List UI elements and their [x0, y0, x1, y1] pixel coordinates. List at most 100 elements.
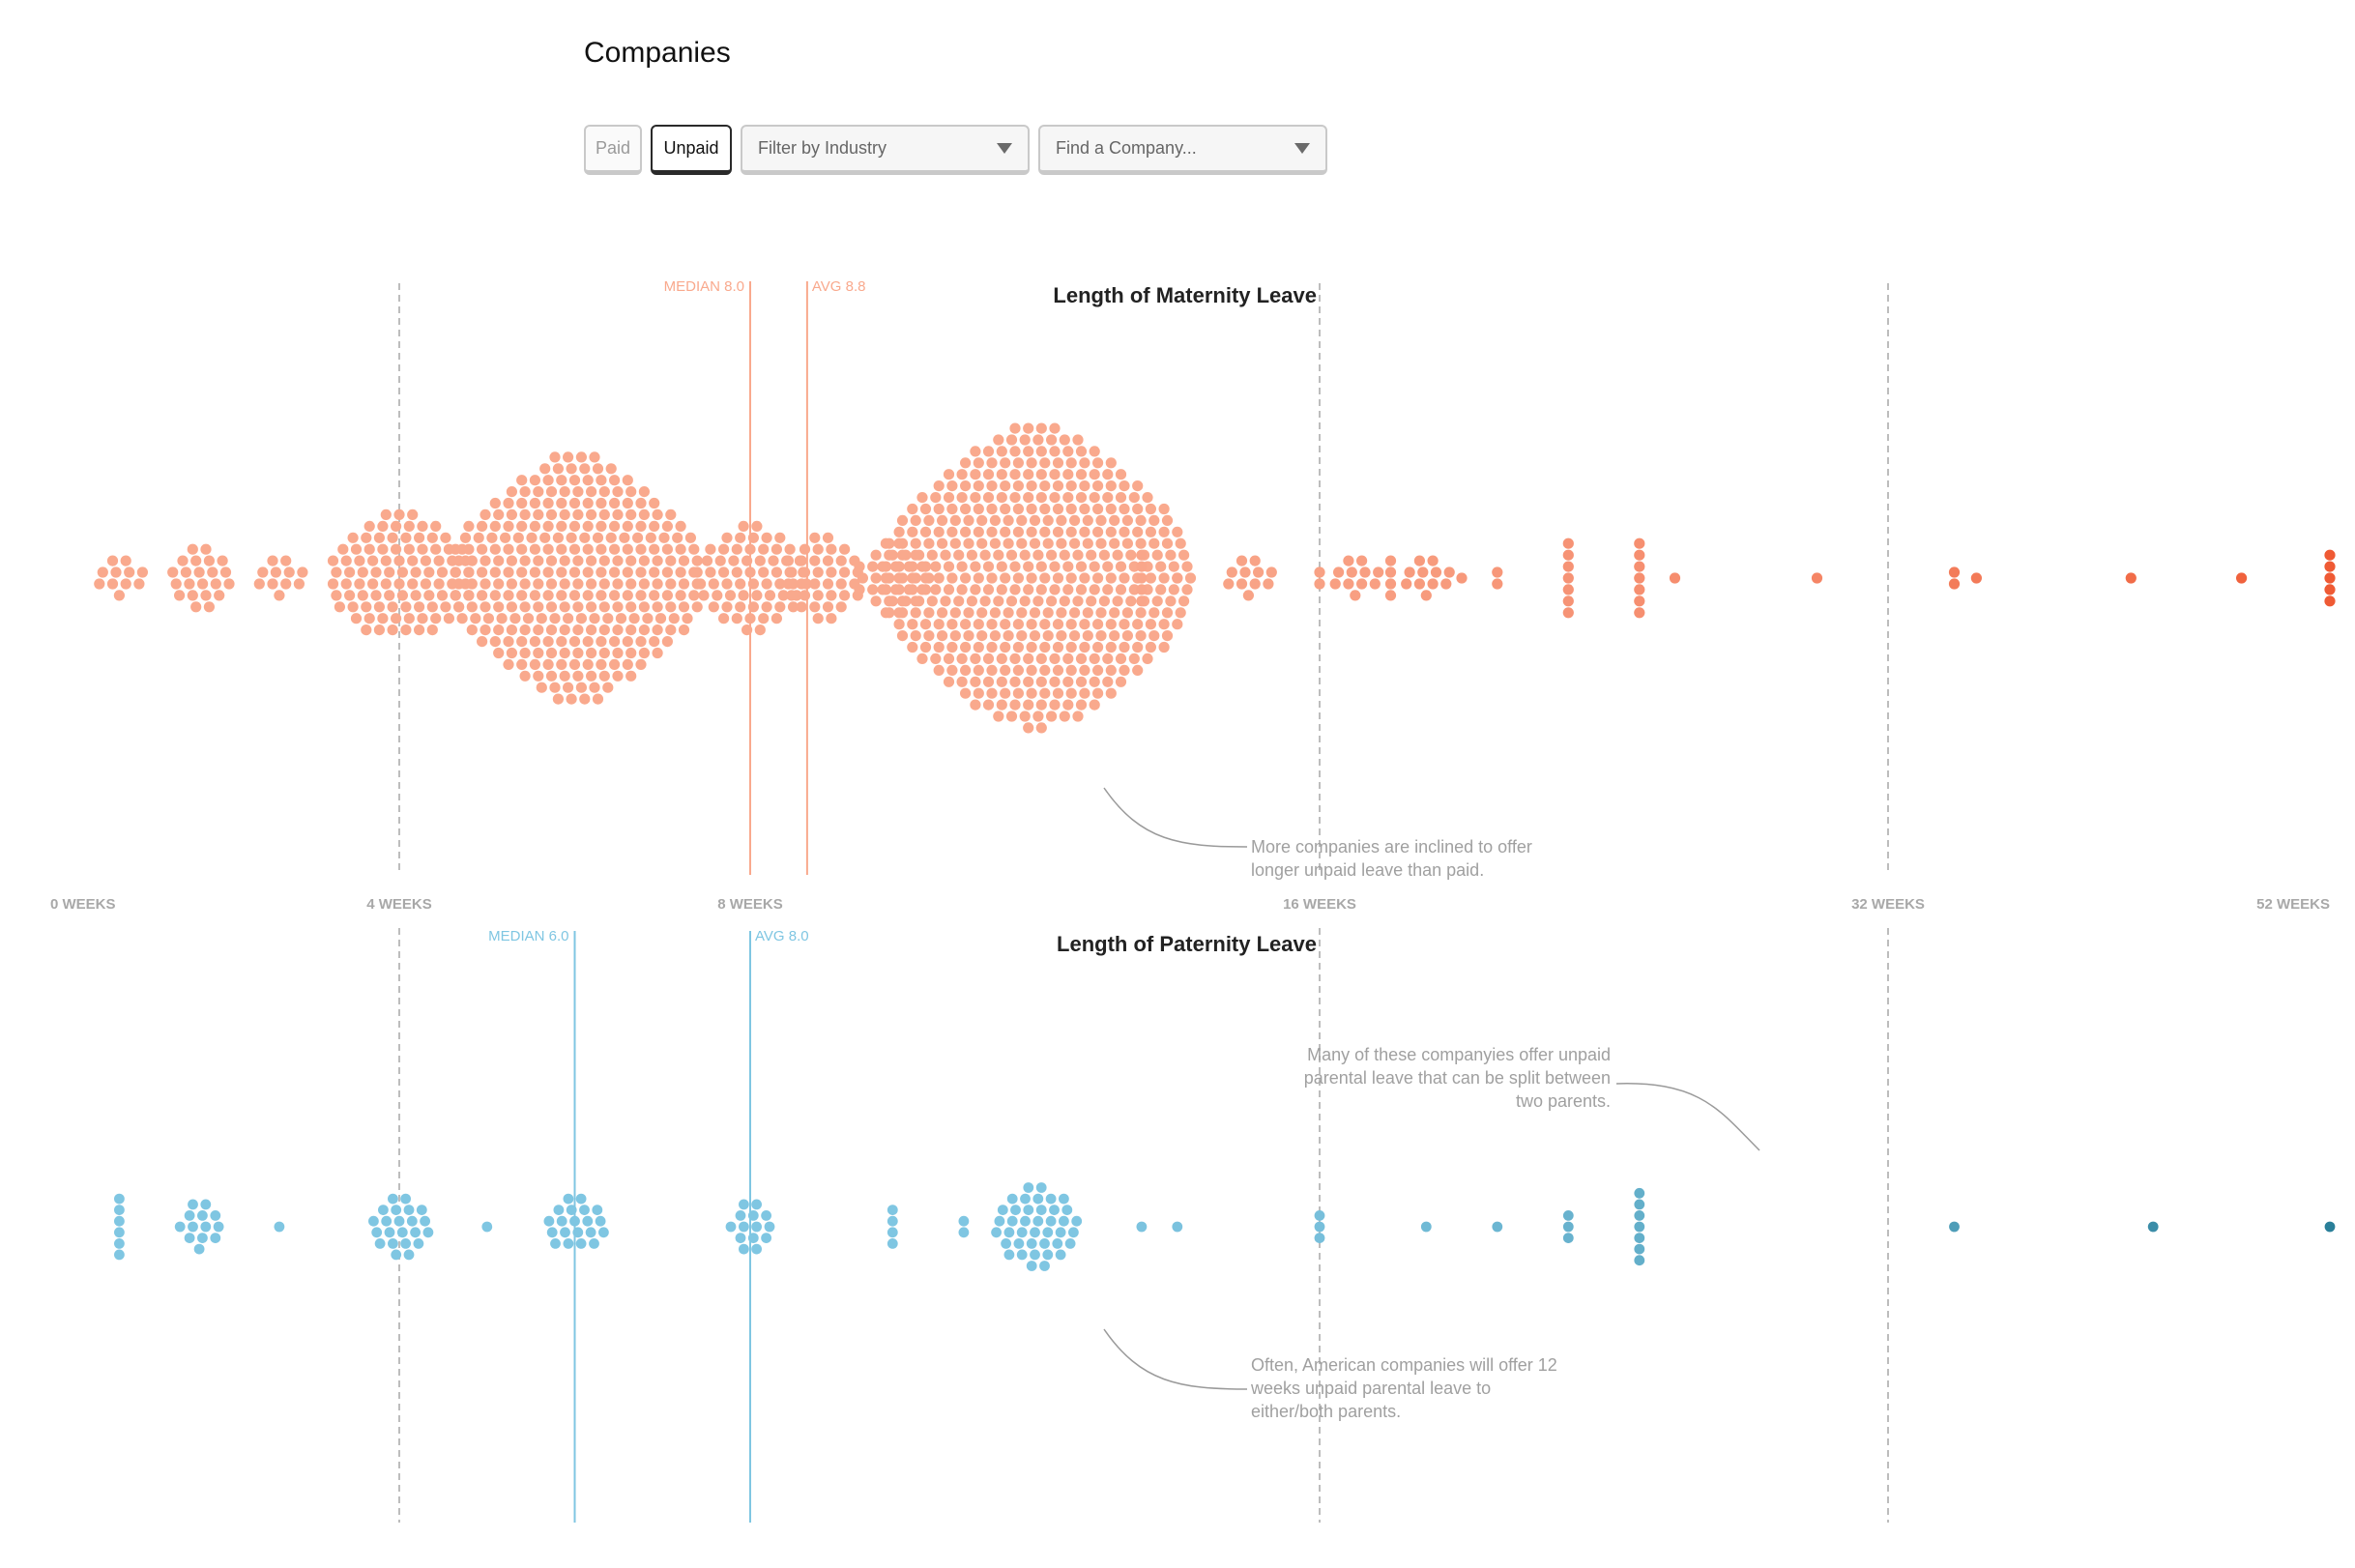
maternity-dot-4w-17 [337, 543, 349, 555]
maternity-dot-12w-116 [1095, 514, 1107, 527]
maternity-dot-6w-254 [635, 636, 647, 648]
maternity-dot-12w-149 [949, 537, 961, 549]
maternity-dot-12w-381 [1049, 653, 1061, 665]
unpaid-toggle-button[interactable]: Unpaid [651, 125, 732, 175]
maternity-dot-6w-49 [559, 508, 570, 521]
maternity-dot-6w-174 [516, 590, 528, 601]
maternity-dot-6w-177 [556, 590, 567, 601]
paternity-annotation-12-weeks-line-1: Often, American companies will offer 12 [1251, 1355, 1557, 1375]
maternity-dot-12w-5 [1005, 434, 1018, 446]
maternity-dot-1.5w-11 [170, 578, 182, 590]
maternity-dot-12w-78 [1115, 491, 1127, 504]
maternity-dot-12w-269 [979, 595, 991, 607]
maternity-dot-12w-130 [1000, 526, 1011, 537]
maternity-dot-6w-75 [459, 532, 472, 543]
maternity-dot-12w-95 [1092, 503, 1104, 515]
industry-filter-dropdown[interactable]: Filter by Industry [741, 125, 1030, 175]
paternity-chart-title: Length of Paternity Leave [1057, 932, 1317, 956]
maternity-dot-6w-137 [529, 566, 541, 578]
maternity-dot-12w-63 [916, 491, 928, 504]
maternity-dot-10w-24 [870, 595, 882, 607]
maternity-dot-23w-1 [1562, 549, 1574, 561]
maternity-dot-8w-55 [718, 613, 730, 624]
maternity-dot-8w-18 [754, 555, 766, 566]
maternity-dot-4w-78 [426, 601, 438, 613]
maternity-dot-12w-224 [1012, 572, 1024, 584]
maternity-dot-12w-371 [916, 653, 928, 665]
paternity-dot-0.5w-4 [114, 1238, 125, 1249]
maternity-dot-12w-273 [1032, 595, 1044, 607]
maternity-dot-4w-71 [334, 601, 345, 613]
maternity-dot-9w-24 [786, 590, 798, 601]
maternity-dot-15w-2 [1226, 566, 1237, 578]
paid-toggle-button[interactable]: Paid [584, 125, 642, 175]
maternity-dot-12w-248 [1009, 584, 1021, 595]
maternity-dot-6w-34 [542, 497, 554, 509]
maternity-dot-12w-204 [1062, 561, 1074, 572]
paternity-dot-4w-9 [406, 1215, 418, 1227]
paternity-dot-1.5w-4 [210, 1210, 221, 1221]
maternity-dot-12w-289 [937, 607, 948, 619]
paternity-annotation-split-line-2: parental leave that can be split between [1304, 1068, 1611, 1088]
maternity-dot-12w-386 [1115, 653, 1127, 665]
maternity-dot-6w-178 [568, 590, 581, 601]
maternity-dot-12w-30 [1079, 457, 1090, 469]
maternity-dot-9w-28 [839, 590, 851, 601]
maternity-dot-6w-73 [661, 520, 674, 533]
maternity-dot-6w-133 [477, 566, 488, 578]
maternity-dot-8w-12 [770, 543, 783, 555]
maternity-dot-12w-312 [946, 619, 958, 630]
maternity-dot-4w-43 [396, 566, 408, 578]
maternity-dot-12w-277 [1086, 595, 1097, 607]
maternity-dot-6w-256 [661, 636, 674, 648]
maternity-dot-23w-4 [1562, 584, 1574, 595]
maternity-dot-6w-186 [675, 590, 686, 601]
maternity-dot-12w-448 [1023, 722, 1034, 734]
maternity-dot-12w-4 [993, 434, 1004, 446]
maternity-dot-12w-83 [933, 503, 945, 515]
maternity-dot-6w-189 [466, 601, 478, 613]
maternity-dot-6w-221 [642, 613, 654, 624]
maternity-dot-12w-429 [1092, 687, 1104, 699]
maternity-dot-12w-344 [1082, 630, 1093, 642]
maternity-dot-9w-20 [809, 578, 821, 590]
maternity-dot-12w-97 [1119, 503, 1130, 515]
paternity-dot-12w-22 [1016, 1227, 1028, 1238]
maternity-dot-9w-6 [782, 555, 795, 566]
maternity-dot-12w-241 [916, 584, 928, 595]
maternity-dot-6w-70 [622, 520, 633, 533]
maternity-dot-6w-255 [649, 636, 660, 648]
maternity-dot-8w-34 [735, 578, 746, 590]
maternity-dot-12w-80 [1142, 491, 1153, 504]
maternity-dot-9w-22 [835, 578, 847, 590]
maternity-dot-6w-259 [519, 647, 531, 659]
paternity-dot-6w-4 [579, 1205, 590, 1215]
paternity-dot-12w-29 [1026, 1238, 1037, 1249]
maternity-dot-6w-234 [586, 624, 597, 636]
maternity-dot-4w-16 [440, 532, 451, 543]
maternity-dot-12w-17 [1049, 446, 1061, 457]
maternity-dot-12w-12 [982, 446, 995, 457]
company-search-dropdown[interactable]: Find a Company... [1038, 125, 1327, 175]
maternity-dot-12w-267 [953, 595, 965, 607]
maternity-dot-12w-141 [1145, 526, 1156, 537]
maternity-dot-4w-30 [367, 555, 379, 566]
maternity-dot-12w-397 [1039, 664, 1051, 677]
maternity-dot-12w-184 [1112, 549, 1123, 561]
paternity-dot-8w-2 [735, 1210, 746, 1221]
paternity-dot-8w-5 [725, 1221, 737, 1233]
maternity-dot-12w-36 [982, 469, 995, 480]
paternity-annotation-12-weeks-leader-line [1103, 1328, 1248, 1390]
maternity-dot-6w-90 [658, 532, 670, 543]
maternity-dot-12w-194 [930, 561, 942, 572]
maternity-dot-12w-93 [1065, 503, 1077, 515]
maternity-dot-12w-294 [1003, 607, 1014, 619]
maternity-dot-4w-52 [367, 578, 379, 590]
maternity-dot-12w-306 [1161, 607, 1174, 619]
maternity-dot-4w-60 [331, 590, 342, 601]
maternity-dot-12w-164 [1148, 537, 1160, 549]
maternity-dot-12w-411 [1023, 676, 1034, 687]
maternity-dot-6w-265 [598, 647, 610, 659]
maternity-dot-12w-226 [1039, 572, 1051, 584]
maternity-dot-12w-378 [1009, 653, 1021, 665]
